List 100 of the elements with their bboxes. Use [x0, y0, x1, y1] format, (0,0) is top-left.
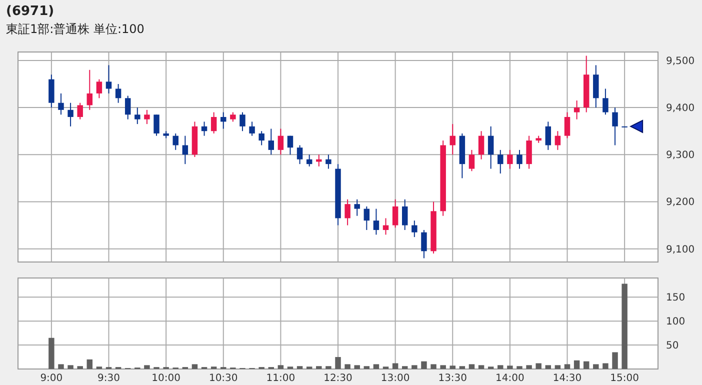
candlestick [296, 144, 303, 165]
bar [545, 365, 552, 369]
bar [498, 365, 504, 369]
bar [622, 284, 628, 369]
y-tick-label: 150 [666, 292, 686, 304]
candlestick [488, 126, 494, 170]
candlestick [612, 107, 618, 146]
bar [48, 338, 54, 369]
bar [412, 365, 418, 369]
candlestick [478, 130, 484, 160]
candlestick [124, 95, 131, 120]
bar [536, 363, 542, 369]
y-tick-label: 50 [666, 340, 679, 352]
bar [440, 365, 446, 369]
bar [554, 365, 561, 369]
bar [77, 366, 83, 369]
bar [354, 365, 360, 369]
candlestick [240, 112, 246, 132]
bar [468, 364, 475, 369]
candlestick [278, 128, 284, 156]
candlestick [154, 114, 160, 136]
bar [602, 363, 608, 369]
candlestick [201, 121, 208, 136]
chart-subtitle: 東証1部:普通株 単位:100 [6, 22, 144, 36]
x-tick-label: 12:30 [324, 373, 352, 384]
x-tick-label: 14:00 [496, 373, 524, 384]
candlestick [134, 107, 140, 125]
bar [507, 366, 513, 369]
bar [296, 366, 303, 369]
candlestick [564, 112, 570, 139]
bar [326, 366, 332, 369]
y-tick-label: 9,400 [666, 103, 695, 114]
x-tick-label: 11:00 [266, 373, 296, 384]
bar [335, 357, 341, 369]
candlestick [182, 135, 188, 165]
y-tick-label: 100 [666, 316, 686, 328]
x-tick-label: 9:00 [40, 373, 63, 384]
bar [526, 365, 532, 369]
candlestick [507, 149, 513, 170]
bar [402, 366, 408, 369]
candlestick [344, 198, 350, 226]
bar [86, 359, 93, 369]
candlestick [373, 208, 380, 236]
candlestick [258, 130, 264, 146]
candlestick [77, 102, 83, 120]
x-tick-label: 13:00 [380, 373, 410, 384]
candlestick [115, 84, 122, 104]
bar [144, 365, 150, 369]
candlestick [412, 220, 418, 238]
candlestick [172, 132, 178, 150]
candlestick [86, 69, 93, 110]
candlestick [106, 64, 112, 94]
x-tick-label: 14:30 [552, 373, 582, 384]
bar [373, 364, 380, 369]
x-tick-label: 10:00 [152, 373, 180, 384]
candlestick [48, 74, 54, 108]
x-tick-label: 15:00 [610, 373, 639, 384]
candlestick [364, 206, 370, 230]
candlestick [144, 109, 150, 125]
bar [344, 364, 350, 369]
bar [430, 364, 436, 369]
candlestick [354, 198, 360, 216]
chart-title: (6971) [6, 4, 54, 19]
x-tick-label: 10:30 [208, 373, 238, 384]
bar [192, 364, 198, 369]
bar [316, 366, 322, 369]
bar [478, 365, 484, 369]
bar [516, 366, 522, 369]
candlestick [268, 128, 274, 156]
x-tick-label: 9:30 [98, 373, 120, 384]
candlestick [554, 130, 561, 150]
candlestick [468, 149, 475, 172]
bar [593, 364, 599, 369]
candlestick [545, 121, 552, 150]
candlestick [392, 198, 398, 228]
y-tick-label: 9,300 [666, 150, 695, 162]
bar [278, 365, 284, 369]
bar [421, 361, 427, 369]
candlestick [326, 154, 332, 170]
candlestick [382, 218, 389, 236]
candlestick [210, 112, 217, 134]
bar [450, 366, 456, 369]
x-tick-label: 13:30 [438, 373, 468, 384]
bar [392, 363, 398, 369]
candlestick [58, 92, 64, 116]
bar [564, 364, 570, 369]
candlestick [526, 135, 532, 170]
bar [583, 361, 590, 369]
bar [68, 365, 74, 369]
candlestick [96, 78, 102, 99]
candlestick [450, 124, 456, 156]
bar [58, 364, 64, 369]
candlestick [306, 154, 312, 167]
bar [364, 366, 370, 369]
candlestick [220, 112, 226, 130]
candlestick [574, 100, 580, 120]
candlestick [421, 229, 427, 259]
candlestick [593, 64, 599, 108]
candlestick [230, 112, 236, 122]
candlestick [498, 149, 504, 174]
